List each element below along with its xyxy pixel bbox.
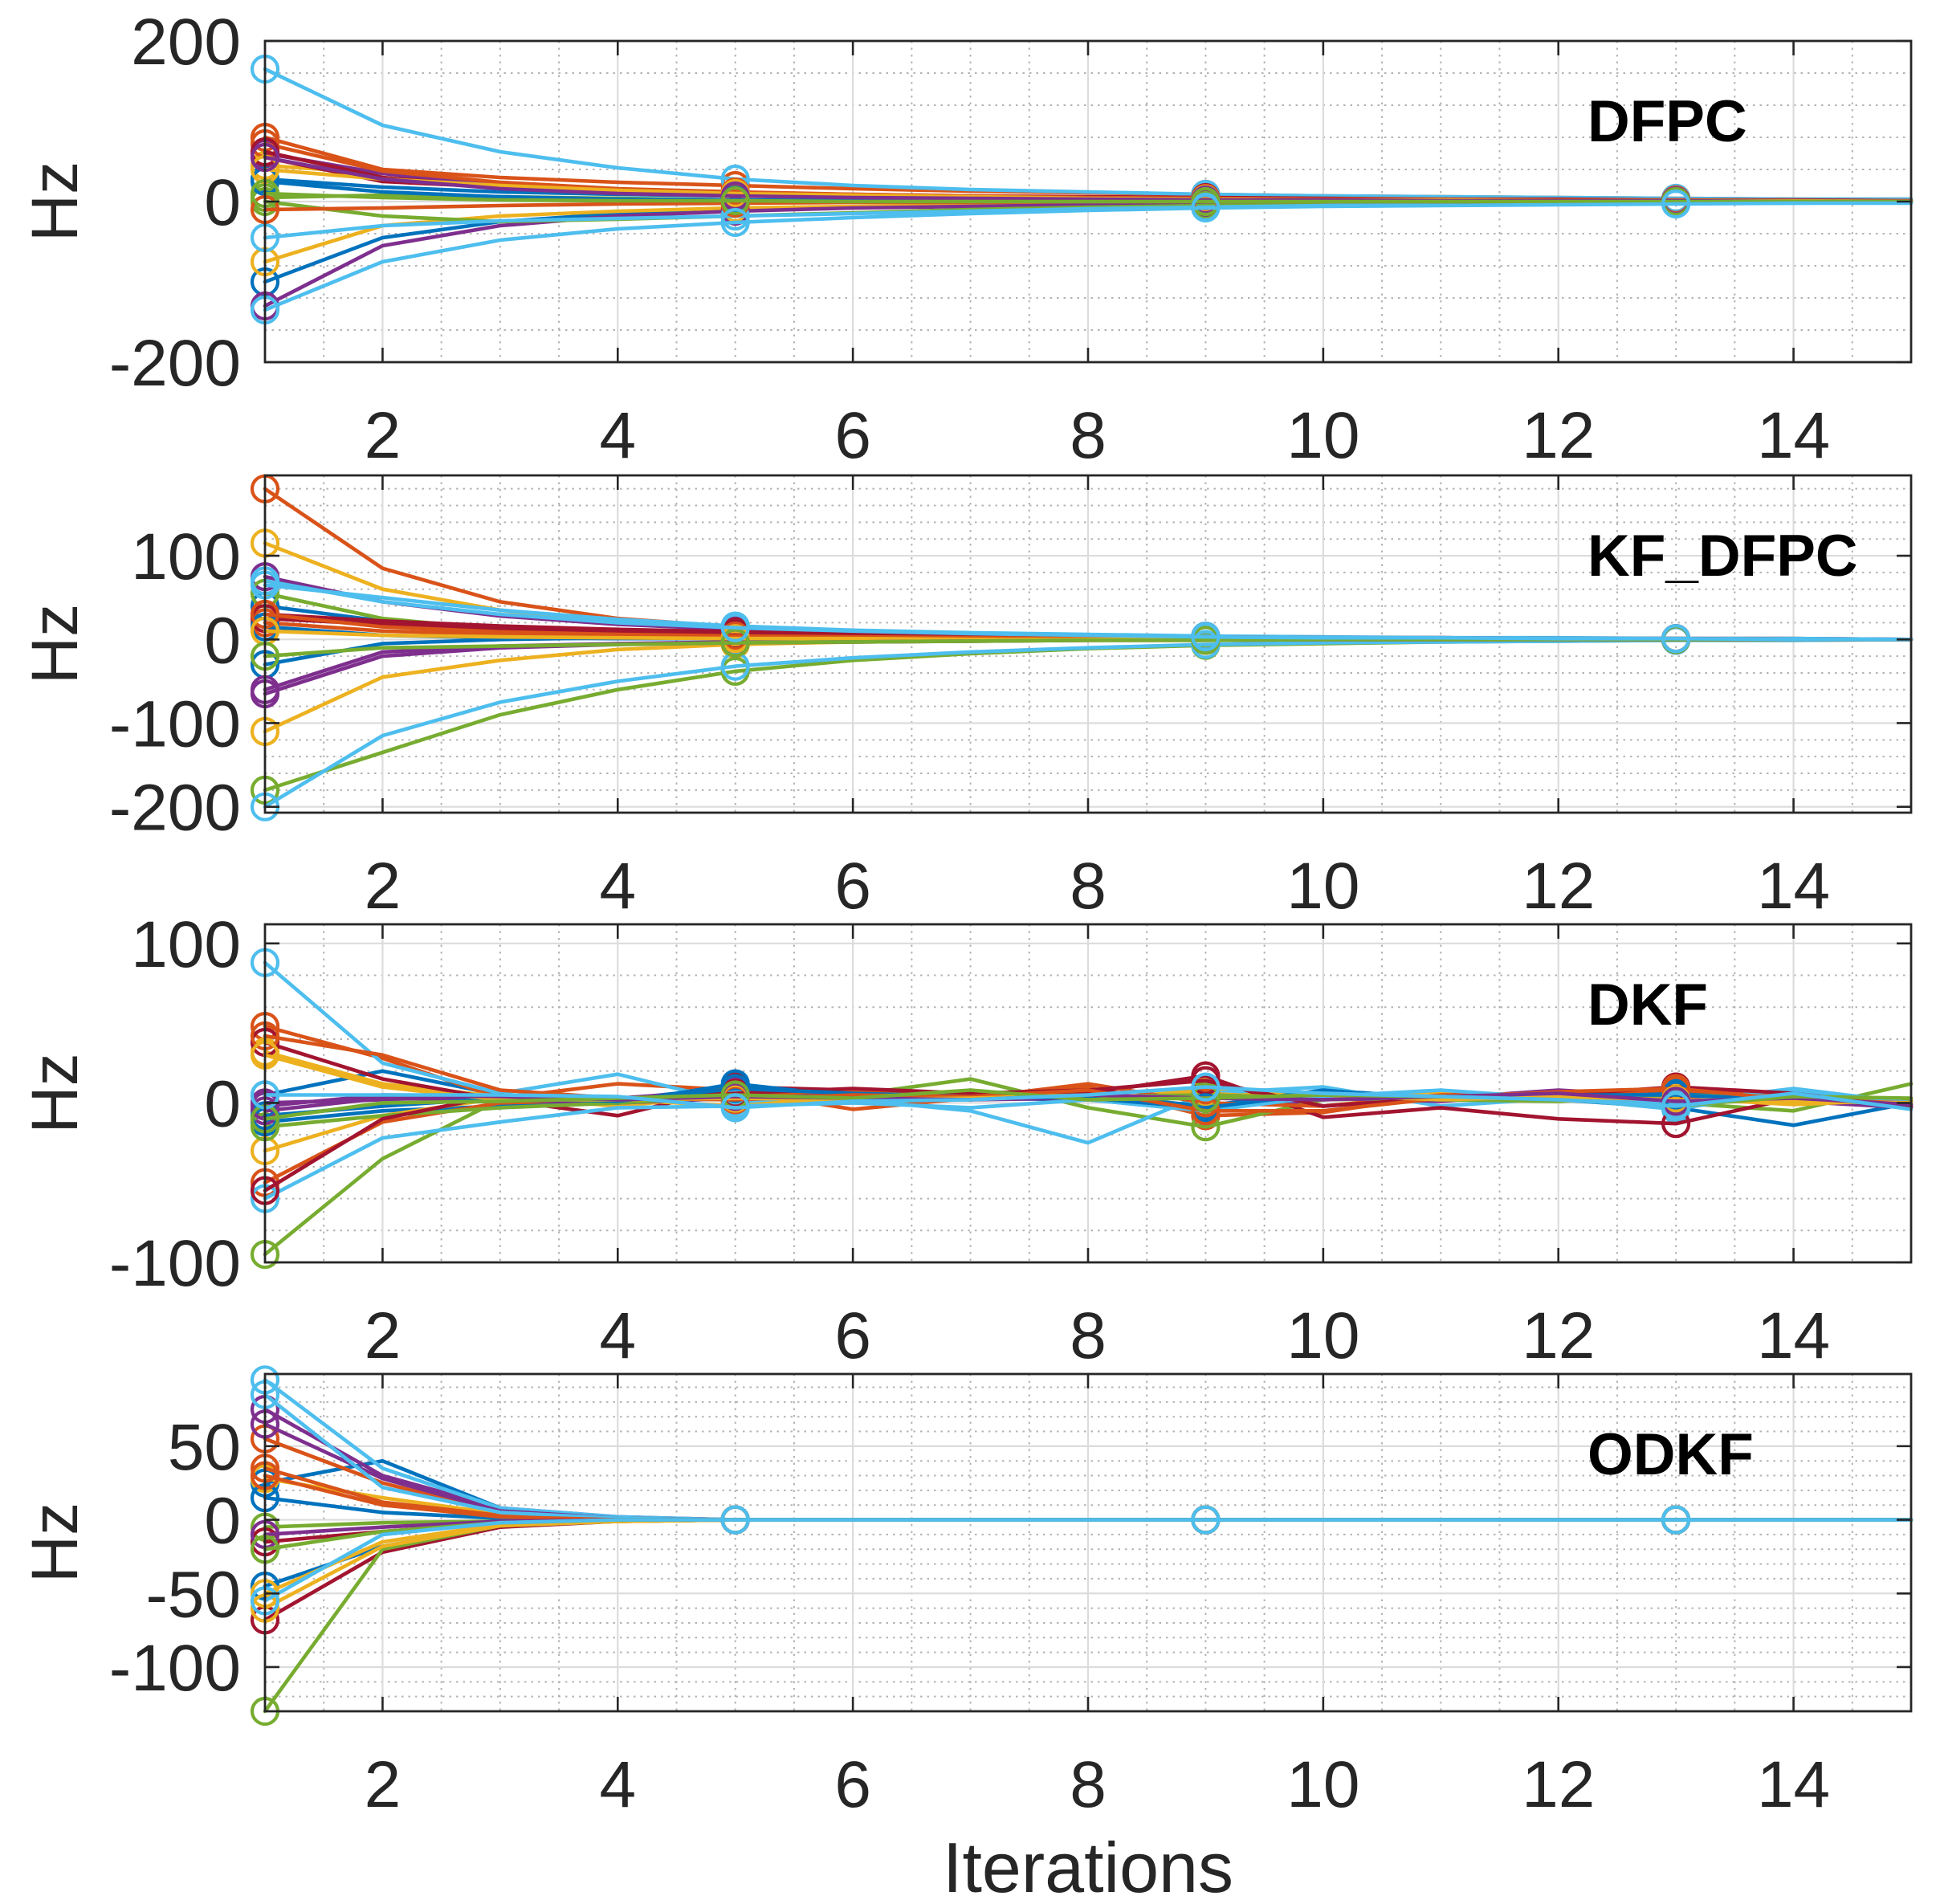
series-marker <box>720 186 750 216</box>
y-tick-label: 50 <box>168 1411 241 1484</box>
series-marker <box>1661 189 1691 219</box>
x-tick-label: 12 <box>1522 1299 1595 1372</box>
x-tick-label: 6 <box>834 1748 871 1821</box>
y-axis-label: Hz <box>18 1502 92 1583</box>
x-tick-label: 6 <box>834 1299 871 1372</box>
x-tick-label: 14 <box>1757 1299 1830 1372</box>
series-marker <box>720 651 750 681</box>
series-marker <box>720 628 750 658</box>
series-marker <box>1191 622 1221 652</box>
x-tick-label: 10 <box>1286 850 1359 923</box>
x-tick-label: 4 <box>599 1748 636 1821</box>
x-tick-label: 8 <box>1070 850 1107 923</box>
subplot-title: KF_DFPC <box>1588 524 1858 589</box>
x-tick-label: 8 <box>1070 1748 1107 1821</box>
y-tick-label: -200 <box>109 772 241 845</box>
series-marker <box>720 1093 750 1123</box>
data-series <box>250 54 1914 325</box>
series-marker <box>1191 1072 1221 1102</box>
y-tick-label: 0 <box>204 166 241 239</box>
subplot-title: DKF <box>1588 972 1708 1038</box>
x-tick-label: 4 <box>599 399 636 472</box>
series-marker <box>720 613 750 642</box>
series-line <box>263 201 1914 312</box>
data-series <box>250 948 1914 1270</box>
y-tick-label: 0 <box>204 604 241 677</box>
x-tick-label: 14 <box>1757 399 1830 472</box>
y-tick-label: 0 <box>204 1485 241 1558</box>
series-line <box>263 1085 1914 1111</box>
series-marker <box>1191 1112 1221 1142</box>
x-tick-label: 2 <box>365 1748 401 1821</box>
x-tick-label: 8 <box>1070 1299 1107 1372</box>
grid <box>265 1374 1911 1711</box>
axes: 2 4 6 8 10 12 14 -200 0 200 <box>109 6 1913 472</box>
x-tick-label: 12 <box>1522 1748 1595 1821</box>
y-tick-label: 200 <box>131 6 241 79</box>
x-tick-label: 2 <box>365 1299 401 1372</box>
series-marker <box>1661 624 1691 654</box>
x-tick-label: 10 <box>1286 1748 1359 1821</box>
grid <box>265 924 1911 1262</box>
series-marker <box>1661 1091 1691 1121</box>
x-tick-label: 14 <box>1757 850 1830 923</box>
x-tick-label: 12 <box>1522 850 1595 923</box>
x-tick-label: 10 <box>1286 1299 1359 1372</box>
y-tick-label: -100 <box>109 687 241 760</box>
y-tick-label: -100 <box>109 1632 241 1705</box>
subplot-title: DFPC <box>1588 89 1747 154</box>
y-tick-label: 100 <box>131 520 241 593</box>
series-line <box>263 1034 1914 1113</box>
x-tick-label: 14 <box>1757 1748 1830 1821</box>
subplot-1: 2 4 6 8 10 12 14 -200 0 200 DFPC Hz <box>18 6 1914 472</box>
x-tick-label: 2 <box>365 399 401 472</box>
x-tick-label: 4 <box>599 1299 636 1372</box>
y-axis-label: Hz <box>18 1053 92 1133</box>
series-marker <box>1191 1505 1221 1535</box>
y-tick-label: -100 <box>109 1227 241 1300</box>
x-tick-label: 6 <box>834 399 871 472</box>
x-axis-label: Iterations <box>943 1828 1233 1904</box>
subplot-title: ODKF <box>1588 1422 1754 1487</box>
series-marker <box>720 207 750 238</box>
y-axis-label: Hz <box>18 161 92 242</box>
series-marker <box>720 1505 750 1535</box>
x-tick-label: 10 <box>1286 399 1359 472</box>
y-tick-label: 100 <box>131 908 241 981</box>
x-tick-label: 2 <box>365 850 401 923</box>
subplot-3: 2 4 6 8 10 12 14 -100 0 100 DKF Hz <box>18 908 1914 1372</box>
x-tick-label: 4 <box>599 850 636 923</box>
x-tick-label: 8 <box>1070 399 1107 472</box>
data-series <box>250 1365 1914 1727</box>
y-tick-label: 0 <box>204 1067 241 1140</box>
series-marker <box>1191 193 1221 223</box>
series-line <box>263 578 1914 642</box>
axes: 2 4 6 8 10 12 14 -200 -100 0 100 <box>109 474 1913 923</box>
series-line <box>263 1518 1914 1603</box>
y-tick-label: -50 <box>145 1558 241 1631</box>
subplot-2: 2 4 6 8 10 12 14 -200 -100 0 100 KF_DFPC Hz <box>18 474 1914 923</box>
y-axis-label: Hz <box>18 604 92 684</box>
series-20 <box>250 566 1914 654</box>
data-series <box>250 474 1914 822</box>
x-tick-label: 12 <box>1522 399 1595 472</box>
series-marker <box>1661 1505 1691 1535</box>
axes: 2 4 6 8 10 12 14 -100 0 100 <box>109 908 1913 1372</box>
x-tick-label: 6 <box>834 850 871 923</box>
series-line <box>263 191 1914 204</box>
y-tick-label: -200 <box>109 327 241 400</box>
